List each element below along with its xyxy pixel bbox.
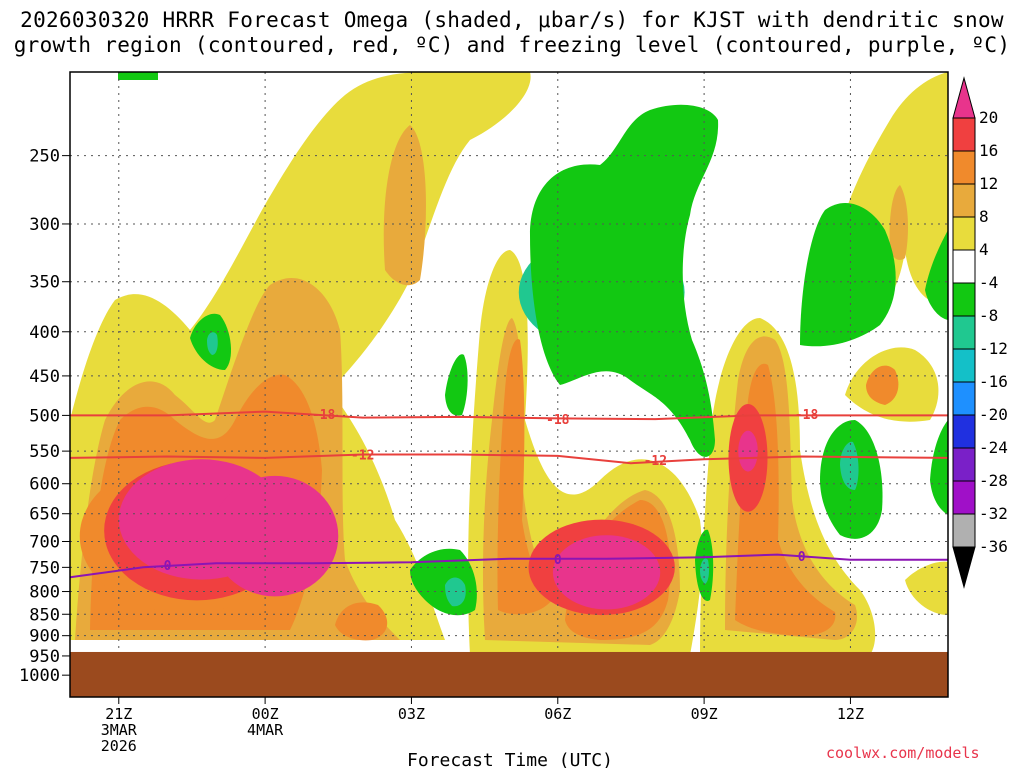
omega-band-neg-4-8 xyxy=(530,104,719,457)
contour-label: 0 xyxy=(798,550,806,565)
x-tick-label: 00Z xyxy=(252,705,279,723)
colorbar-label: -12 xyxy=(979,339,1008,358)
omega-band-neg-4-8 xyxy=(925,230,948,320)
omega-band-8-12 xyxy=(889,185,908,260)
y-tick-label: 900 xyxy=(29,627,60,647)
temperature-contours xyxy=(70,410,948,579)
dendritic-contour xyxy=(70,453,948,465)
omega-band-12-16 xyxy=(497,339,552,615)
surface-ground xyxy=(70,651,948,697)
contour-label: -18 xyxy=(312,408,336,423)
colorbar-swatch xyxy=(952,447,976,482)
colorbar-swatch xyxy=(952,414,976,449)
plot-frame xyxy=(69,71,949,698)
colorbar-swatch xyxy=(952,183,976,218)
colorbar-swatch xyxy=(952,249,976,284)
colorbar-label: -32 xyxy=(979,504,1008,523)
omega-negative-shading xyxy=(118,72,948,616)
omega-region xyxy=(552,535,661,610)
colorbar-swatch xyxy=(952,315,976,350)
colorbar-swatch xyxy=(952,150,976,185)
y-tick-label: 850 xyxy=(29,605,60,625)
chart-title-line-2: growth region (contoured, red, ºC) and f… xyxy=(13,33,1011,57)
plot-area: -18 -18 -18 -12 -12 0 0 0 xyxy=(69,71,949,698)
contour-label: -12 xyxy=(351,449,374,464)
y-tick-label: 550 xyxy=(29,442,60,462)
y-tick-label: 250 xyxy=(29,147,60,167)
contour-label: -18 xyxy=(546,413,570,428)
y-axis: 2503003504004505005506006507007508008509… xyxy=(19,147,70,686)
colorbar-swatch xyxy=(952,480,976,515)
y-tick-label: 400 xyxy=(29,323,60,343)
x-tick-label: 03Z xyxy=(398,705,425,723)
x-tick-label: 12Z xyxy=(837,705,864,723)
colorbar-label: -20 xyxy=(979,405,1008,424)
colorbar: 20 16 12 8 4 -4 -8 -12 -16 -20 -24 -28 -32 -36 xyxy=(952,76,1008,589)
y-tick-label: 950 xyxy=(29,647,60,667)
x-tick-label: 21Z xyxy=(105,705,132,723)
omega-band-8-12 xyxy=(383,125,426,286)
colorbar-label: -16 xyxy=(979,372,1008,391)
omega-region xyxy=(738,430,758,472)
colorbar-swatch xyxy=(952,282,976,317)
dendritic-contour xyxy=(70,410,948,421)
colorbar-label: -36 xyxy=(979,537,1008,556)
y-tick-label: 1000 xyxy=(19,666,60,686)
colorbar-label: 12 xyxy=(979,174,998,193)
y-tick-label: 600 xyxy=(29,475,60,495)
colorbar-bottom-arrow xyxy=(952,546,976,589)
omega-band-neg-4-8 xyxy=(930,420,948,515)
freezing-level-contour xyxy=(70,553,948,579)
y-tick-label: 750 xyxy=(29,558,60,578)
y-tick-label: 650 xyxy=(29,505,60,525)
colorbar-label: -4 xyxy=(979,273,998,292)
omega-band-neg-8-12 xyxy=(207,332,218,355)
x-tick-label: 06Z xyxy=(544,705,571,723)
omega-band-neg-4-8 xyxy=(445,354,468,416)
x-tick-label: 2026 xyxy=(101,737,137,755)
y-tick-label: 700 xyxy=(29,532,60,552)
contour-label: -18 xyxy=(795,408,819,423)
x-tick-label: 09Z xyxy=(691,705,718,723)
colorbar-swatch xyxy=(952,216,976,251)
colorbar-swatch xyxy=(952,117,976,152)
colorbar-label: 4 xyxy=(979,240,989,259)
x-tick-label: 4MAR xyxy=(247,721,284,739)
colorbar-label: -24 xyxy=(979,438,1008,457)
omega-band-neg-4-8 xyxy=(118,72,158,80)
omega-band-neg-8-12 xyxy=(840,441,859,490)
contour-labels: -18 -18 -18 -12 -12 0 0 0 xyxy=(164,408,819,574)
colorbar-label: -8 xyxy=(979,306,998,325)
contour-label: 0 xyxy=(554,553,562,568)
omega-band-neg-4-8 xyxy=(800,202,896,347)
contour-label: 0 xyxy=(164,559,172,574)
colorbar-label: 16 xyxy=(979,141,998,160)
y-tick-label: 450 xyxy=(29,367,60,387)
grid-lines xyxy=(70,72,948,652)
colorbar-label: 20 xyxy=(979,108,998,127)
colorbar-swatch xyxy=(952,348,976,383)
y-tick-label: 800 xyxy=(29,583,60,603)
chart-title-line-1: 2026030320 HRRR Forecast Omega (shaded, … xyxy=(20,8,1004,32)
omega-region xyxy=(211,475,339,597)
omega-band-4-8 xyxy=(905,561,948,615)
colorbar-swatch xyxy=(952,381,976,416)
omega-band-neg-8-12 xyxy=(700,558,709,584)
x-axis-label: Forecast Time (UTC) xyxy=(407,750,613,768)
contour-label: -12 xyxy=(644,454,667,469)
credit-text: coolwx.com/models xyxy=(826,744,980,762)
colorbar-label: -28 xyxy=(979,471,1008,490)
colorbar-top-arrow xyxy=(952,76,976,119)
y-tick-label: 500 xyxy=(29,406,60,426)
y-tick-label: 300 xyxy=(29,215,60,235)
y-tick-label: 350 xyxy=(29,273,60,293)
colorbar-swatch xyxy=(952,513,976,548)
omega-band-12-16 xyxy=(335,602,388,641)
colorbar-label: 8 xyxy=(979,207,989,226)
x-tick-label: 3MAR xyxy=(101,721,138,739)
